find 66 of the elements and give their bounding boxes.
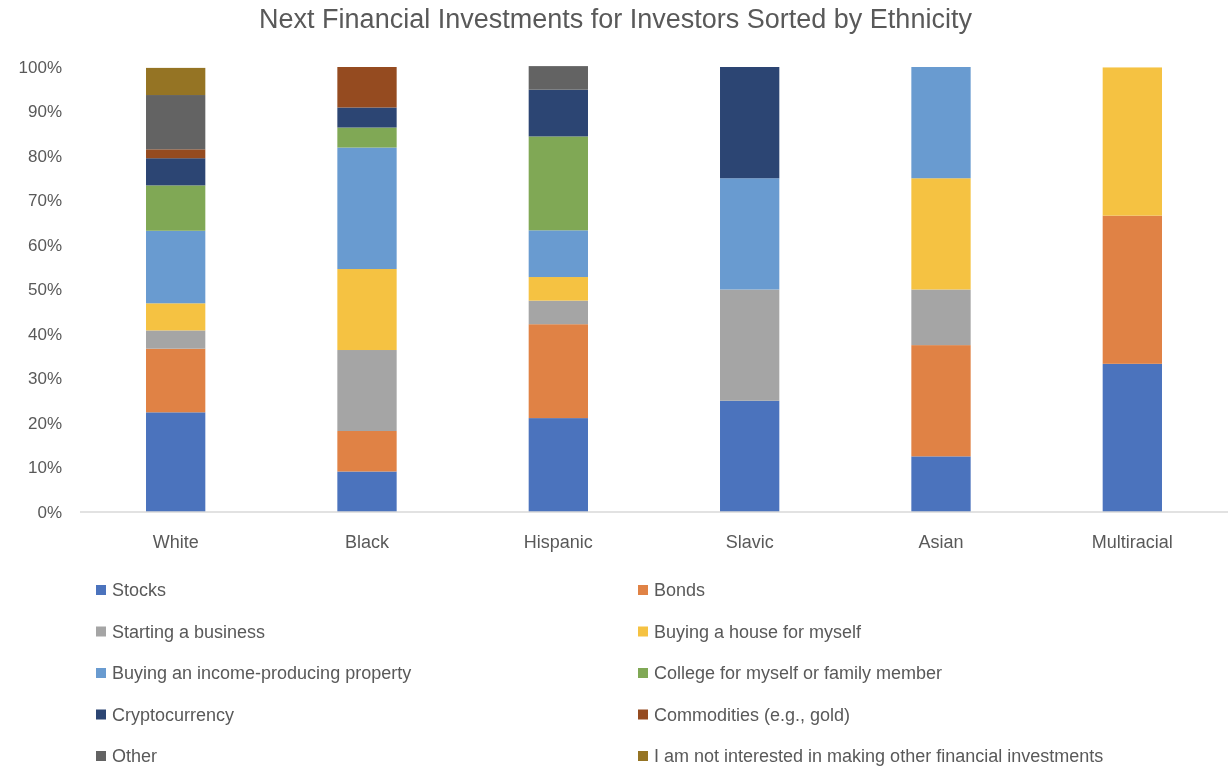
bar: [528, 89, 588, 137]
y-tick-label: 40%: [27, 324, 62, 344]
bar: [146, 149, 206, 159]
legend-label: I am not interested in making other financial investments: [654, 746, 1104, 767]
bar: [528, 66, 588, 90]
legend-label: Stocks: [112, 580, 167, 601]
legend-label: Buying an income-producing property: [112, 663, 412, 684]
legend-label: Starting a business: [112, 621, 266, 642]
legend-label: Bonds: [654, 580, 706, 601]
bar: [337, 127, 397, 148]
y-tick-label: 70%: [27, 191, 62, 211]
bar: [528, 230, 588, 278]
bar: [911, 67, 971, 179]
legend-label: College for myself or family member: [654, 663, 943, 684]
bar: [911, 178, 971, 290]
y-tick-label: 100%: [18, 57, 62, 77]
chart-title: Next Financial Investments for Investors Sorted by Ethnicity: [259, 4, 973, 34]
bar: [528, 324, 588, 419]
x-tick-label: Hispanic: [523, 532, 593, 552]
y-tick-label: 50%: [27, 280, 62, 300]
bar: [1102, 215, 1162, 364]
bar: [528, 136, 588, 231]
y-tick-label: 20%: [27, 413, 62, 433]
bar: [146, 95, 206, 150]
bar: [337, 471, 397, 512]
bar: [146, 230, 206, 304]
bar: [720, 178, 780, 290]
x-tick-label: Slavic: [725, 532, 774, 552]
legend-label: Cryptocurrency: [112, 704, 235, 725]
x-tick-label: Asian: [918, 532, 964, 552]
bar: [146, 303, 206, 331]
legend-label: Commodities (e.g., gold): [654, 704, 851, 725]
bar: [528, 277, 588, 301]
bar: [720, 400, 780, 512]
bar: [337, 350, 397, 432]
x-tick-label: Black: [344, 532, 391, 552]
x-tick-label: Multiracial: [1091, 532, 1173, 552]
legend-label: Other: [112, 746, 158, 767]
legend-label: Buying a house for myself: [654, 621, 863, 642]
y-tick-label: 30%: [27, 369, 62, 389]
bar: [337, 431, 397, 472]
y-tick-label: 0%: [37, 502, 62, 522]
y-tick-label: 80%: [27, 146, 62, 166]
bar: [528, 300, 588, 325]
bar: [146, 412, 206, 512]
bar: [720, 67, 780, 179]
bar: [1102, 67, 1162, 216]
bar: [720, 289, 780, 401]
bar: [528, 418, 588, 512]
y-tick-label: 10%: [27, 458, 62, 478]
bar: [911, 456, 971, 512]
bar: [146, 348, 206, 413]
bar: [337, 67, 397, 108]
bar: [146, 185, 206, 231]
x-tick-label: White: [152, 532, 199, 552]
bar: [911, 345, 971, 457]
bar: [146, 330, 206, 349]
bar: [337, 147, 397, 270]
bar: [1102, 363, 1162, 512]
bar: [337, 107, 397, 128]
bar: [337, 269, 397, 351]
bar: [146, 67, 206, 96]
bar: [146, 158, 206, 186]
y-tick-label: 60%: [27, 235, 62, 255]
bar: [911, 289, 971, 346]
y-tick-label: 90%: [27, 102, 62, 122]
